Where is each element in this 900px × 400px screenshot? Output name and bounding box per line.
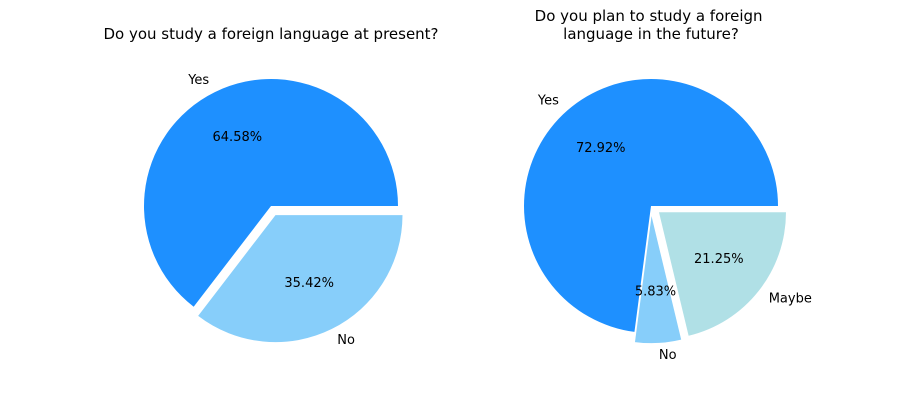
chart-2-title-line-1: Do you plan to study a foreign <box>535 7 763 25</box>
pie-slice-yes <box>143 79 398 307</box>
pie-label-yes: Yes <box>187 73 209 88</box>
pie-percent-maybe: 21.25% <box>694 252 744 267</box>
chart-2-title-line-2: language in the future? <box>563 25 739 43</box>
chart-1-pie: Yes 64.58% No 35.42% <box>143 73 403 348</box>
pie-percent-yes: 64.58% <box>213 130 263 145</box>
chart-2: Do you plan to study a foreign language … <box>524 7 812 363</box>
pie-slice-no <box>198 215 403 343</box>
pie-slice-yes <box>524 78 778 332</box>
pie-slice-maybe <box>658 212 786 336</box>
chart-2-pie: Yes 72.92% No 5.83% Maybe 21.25% <box>524 78 812 363</box>
pie-label-maybe: Maybe <box>769 291 812 306</box>
pie-slice-no <box>634 216 682 344</box>
pie-label-no: No <box>659 348 677 363</box>
pie-label-yes: Yes <box>537 93 559 108</box>
chart-1-title: Do you study a foreign language at prese… <box>103 25 438 43</box>
pie-percent-no: 5.83% <box>635 285 676 300</box>
pie-percent-yes: 72.92% <box>576 141 626 156</box>
pie-percent-no: 35.42% <box>284 276 334 291</box>
chart-2-title: Do you plan to study a foreign language … <box>535 7 768 43</box>
chart-1: Do you study a foreign language at prese… <box>103 25 438 348</box>
pie-label-no: No <box>337 333 355 348</box>
